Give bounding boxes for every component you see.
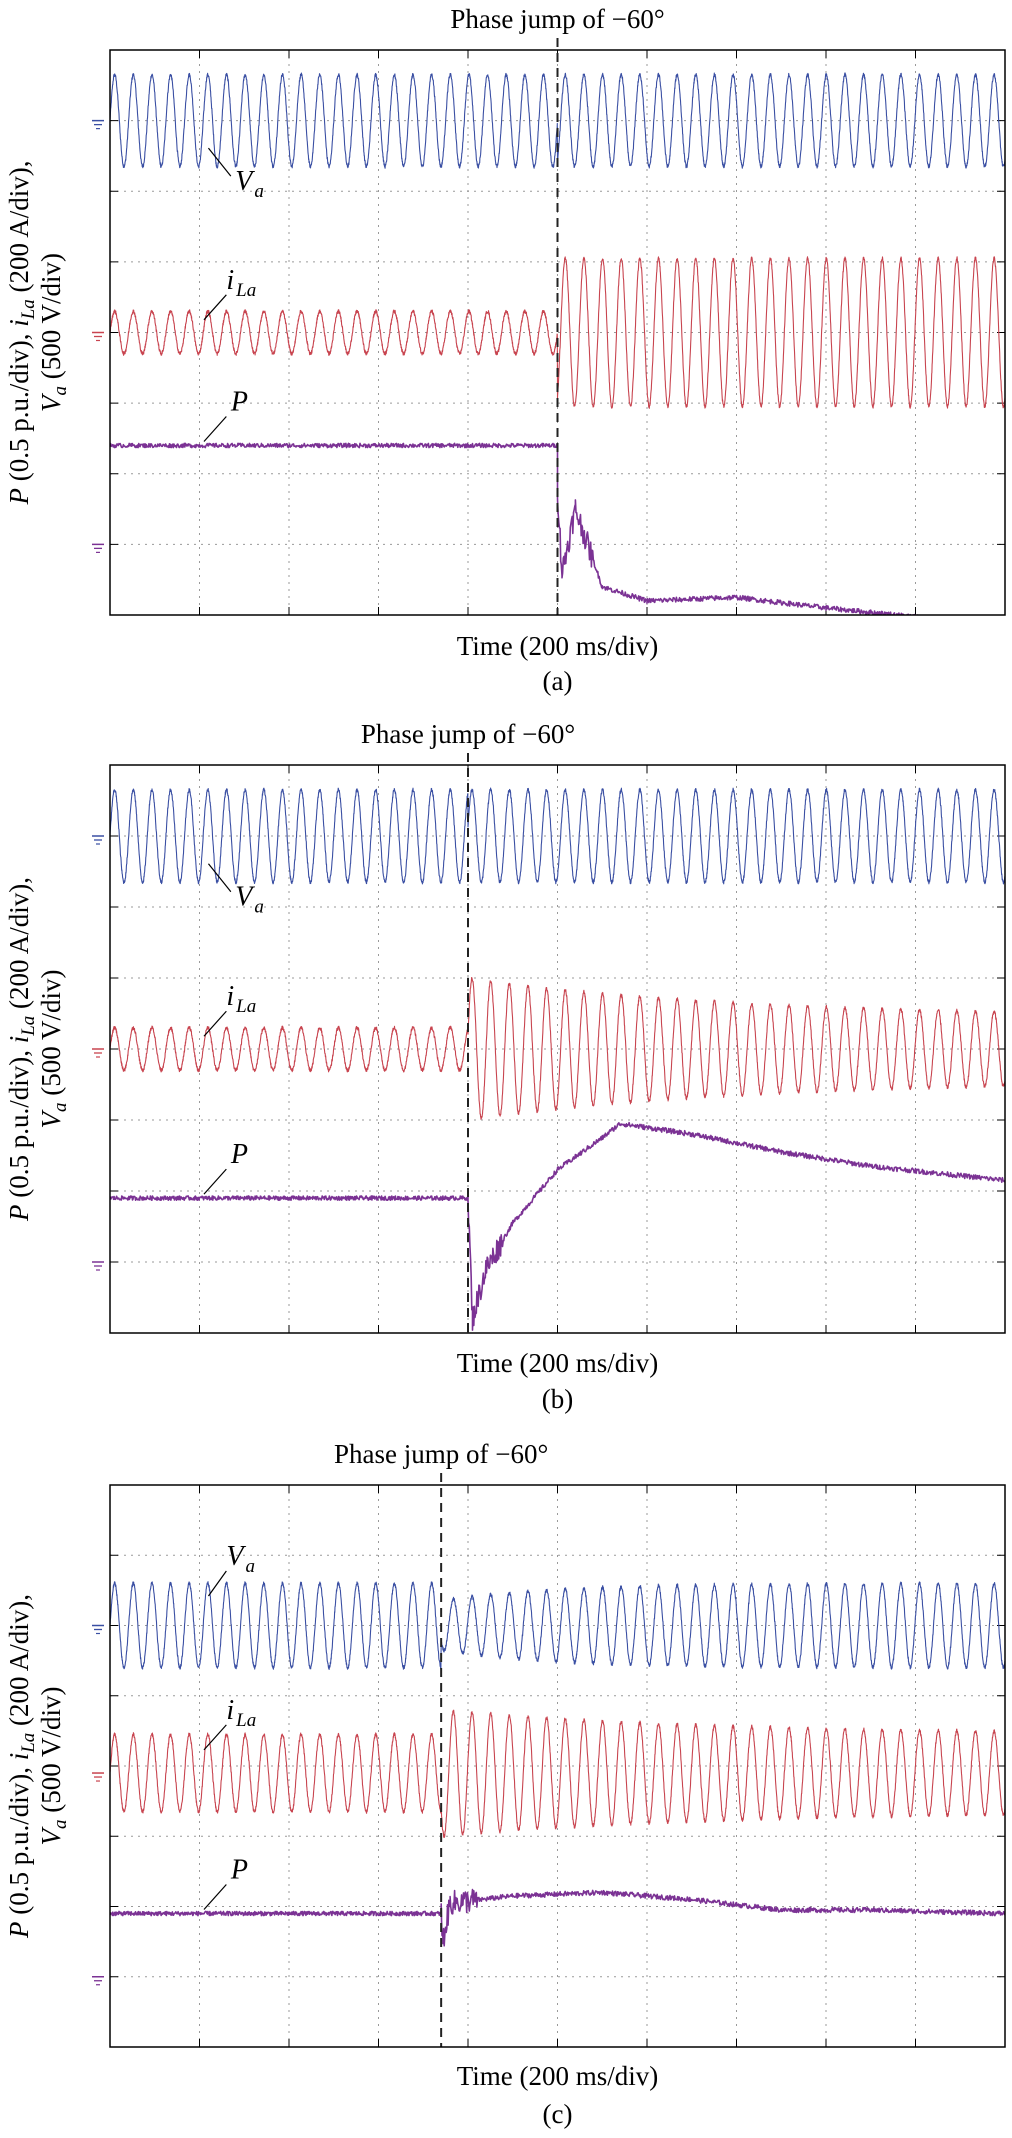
x-axis-label: Time (200 ms/div) bbox=[457, 631, 659, 661]
iLa-label: i La bbox=[226, 981, 256, 1017]
panel-label: (a) bbox=[543, 666, 573, 696]
grid bbox=[110, 1485, 1005, 2047]
y-axis-label: P (0.5 p.u./div), iLa (200 A/div),Va (50… bbox=[4, 160, 71, 505]
P-label: P bbox=[230, 1855, 248, 1886]
P-label: P bbox=[230, 1139, 248, 1170]
y-axis-label-line2: Va (500 V/div) bbox=[36, 253, 71, 412]
oscilloscope-chart-b: Phase jump of −60° V a i La P Time (200 ms/div… bbox=[4, 719, 1006, 1414]
grid bbox=[110, 765, 1005, 1333]
plot-frame bbox=[109, 1484, 1006, 2048]
x-axis-label: Time (200 ms/div) bbox=[457, 2061, 659, 2091]
y-axis-label-line2: Va (500 V/div) bbox=[36, 1687, 71, 1846]
iLa-label-leader bbox=[203, 1010, 227, 1037]
iLa-label: i La bbox=[226, 265, 256, 301]
chart-title: Phase jump of −60° bbox=[361, 719, 575, 749]
oscilloscope-chart-c: Phase jump of −60° V a i La P Time (200 ms/div… bbox=[4, 1439, 1006, 2129]
Va-trace bbox=[110, 1581, 1005, 1670]
panel-label: (b) bbox=[542, 1384, 573, 1414]
P-ground-marker bbox=[92, 1976, 104, 1986]
P-label: P bbox=[230, 387, 248, 418]
y-axis-label: P (0.5 p.u./div), iLa (200 A/div),Va (50… bbox=[4, 1594, 71, 1939]
iLa-trace bbox=[110, 1709, 1005, 1838]
iLa-ground-marker bbox=[92, 331, 104, 342]
Va-trace bbox=[110, 787, 1005, 885]
iLa-trace bbox=[110, 976, 1005, 1120]
panel-label: (c) bbox=[543, 2099, 573, 2129]
iLa-ground-marker bbox=[92, 1048, 104, 1058]
plot-frame bbox=[109, 764, 1006, 1334]
y-axis-label-line1: P (0.5 p.u./div), iLa (200 A/div), bbox=[4, 160, 39, 505]
P-label-leader bbox=[203, 1168, 227, 1195]
oscilloscope-chart-a: Phase jump of −60° V a i La P Time (200 ms/div… bbox=[4, 4, 1006, 696]
P-label-leader bbox=[203, 416, 227, 442]
iLa-ground-marker bbox=[92, 1772, 104, 1782]
traces bbox=[110, 787, 1005, 1331]
P-label-leader bbox=[203, 1884, 227, 1910]
iLa-label: i La bbox=[226, 1695, 256, 1731]
plot-frame bbox=[109, 49, 1006, 616]
Va-label-leader bbox=[207, 1570, 227, 1597]
y-axis-label: P (0.5 p.u./div), iLa (200 A/div),Va (50… bbox=[4, 877, 71, 1222]
y-axis-label-line2: Va (500 V/div) bbox=[36, 970, 71, 1129]
P-ground-marker bbox=[92, 1261, 104, 1271]
P-ground-marker bbox=[92, 543, 104, 553]
Va-ground-marker bbox=[92, 835, 104, 845]
Va-ground-marker bbox=[92, 1624, 104, 1635]
Va-label-leader bbox=[207, 863, 232, 893]
y-axis-label-line1: P (0.5 p.u./div), iLa (200 A/div), bbox=[4, 1594, 39, 1939]
Va-label-leader bbox=[207, 147, 232, 177]
P-trace bbox=[110, 1888, 1005, 1947]
x-axis-label: Time (200 ms/div) bbox=[457, 1348, 659, 1378]
iLa-label-leader bbox=[203, 1724, 227, 1751]
chart-title: Phase jump of −60° bbox=[450, 4, 664, 34]
traces bbox=[110, 1581, 1005, 1947]
P-trace bbox=[110, 1121, 1005, 1331]
P-trace bbox=[110, 442, 922, 615]
Va-ground-marker bbox=[92, 119, 104, 130]
chart-title: Phase jump of −60° bbox=[334, 1439, 548, 1469]
iLa-label-leader bbox=[203, 294, 227, 321]
y-axis-label-line1: P (0.5 p.u./div), iLa (200 A/div), bbox=[4, 877, 39, 1222]
